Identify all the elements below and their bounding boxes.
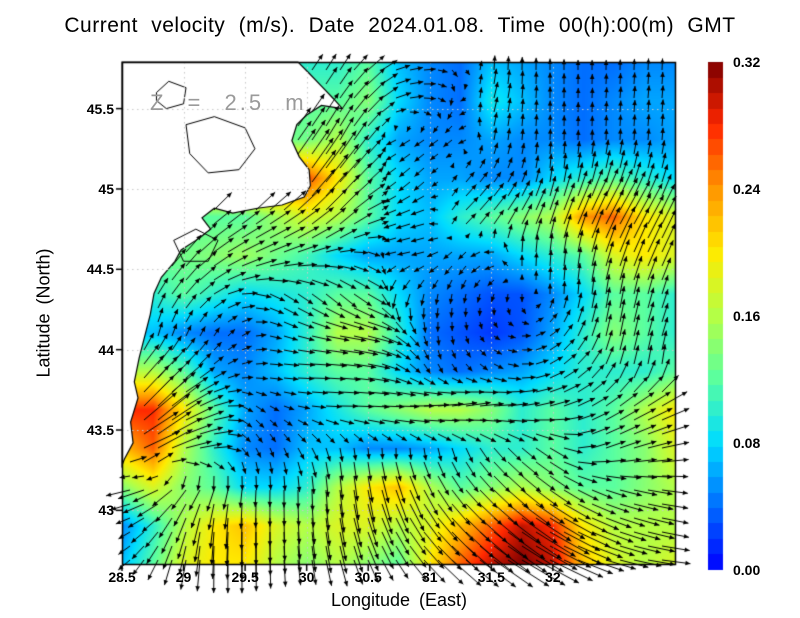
x-axis-label: Longitude (East) bbox=[330, 590, 468, 610]
y-axis-label: Latitude (North) bbox=[33, 248, 54, 378]
colorbar-tick-label: 0.32 bbox=[733, 54, 761, 70]
y-tick-label: 44 bbox=[98, 341, 114, 358]
y-tick-label: 45 bbox=[98, 180, 114, 197]
x-tick-label: 30 bbox=[298, 569, 315, 585]
y-tick-label: 43 bbox=[98, 502, 114, 519]
plot-title: Current velocity (m/s). Date 2024.01.08.… bbox=[64, 14, 736, 37]
x-tick-label: 32 bbox=[545, 569, 561, 585]
x-tick-label: 31 bbox=[421, 569, 438, 585]
x-tick-label: 30.5 bbox=[354, 569, 382, 585]
colorbar-tick-label: 0.00 bbox=[733, 562, 761, 578]
y-tick-label: 45.5 bbox=[86, 100, 114, 117]
colorbar-tick-label: 0.16 bbox=[733, 308, 761, 324]
x-tick-label: 29 bbox=[175, 569, 192, 585]
colorbar-tick-label: 0.24 bbox=[733, 181, 761, 197]
colorbar-tick-label: 0.08 bbox=[733, 435, 761, 451]
x-tick-label: 31.5 bbox=[477, 569, 505, 585]
y-tick-label: 43.5 bbox=[86, 422, 114, 438]
y-tick-label: 44.5 bbox=[86, 261, 114, 278]
x-tick-label: 28.5 bbox=[108, 569, 136, 585]
x-tick-label: 29.5 bbox=[231, 569, 259, 585]
depth-annotation: Z = 2.5 m bbox=[150, 90, 307, 115]
